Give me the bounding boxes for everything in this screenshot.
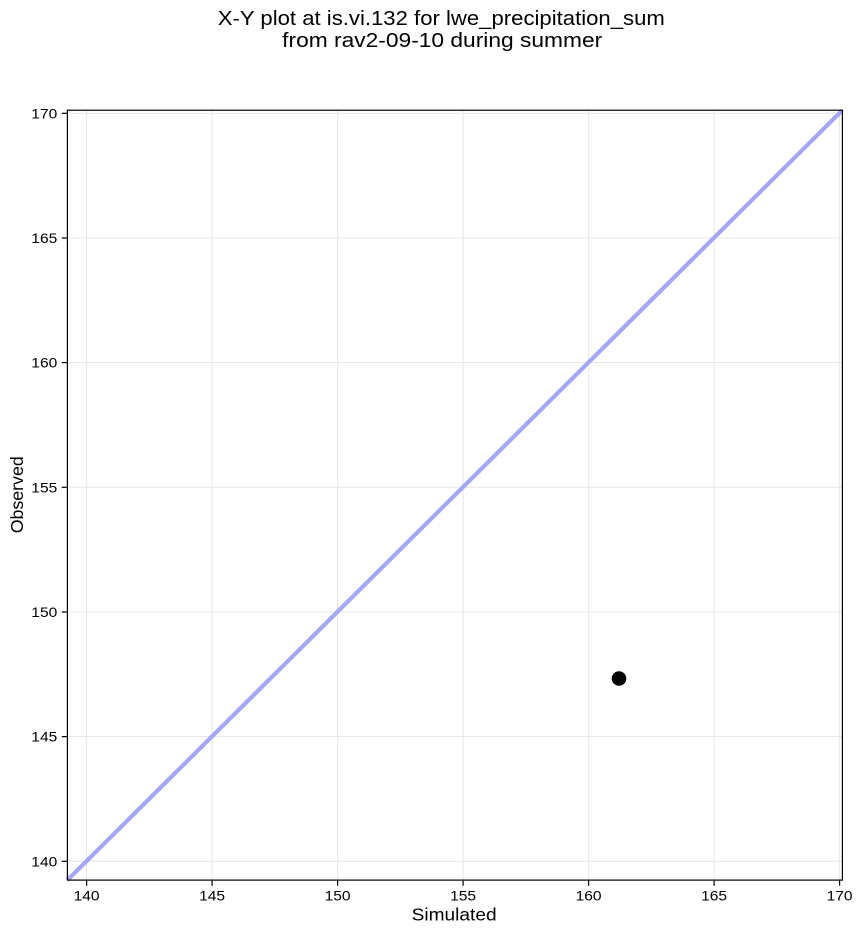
svg-text:165: 165 [31, 230, 57, 246]
svg-text:145: 145 [199, 888, 225, 904]
svg-text:140: 140 [74, 888, 100, 904]
svg-text:160: 160 [31, 355, 57, 371]
svg-text:from rav2-09-10 during summer: from rav2-09-10 during summer [282, 29, 602, 52]
svg-text:140: 140 [31, 853, 57, 869]
svg-text:X-Y plot at is.vi.132 for lwe_: X-Y plot at is.vi.132 for lwe_precipitat… [218, 7, 665, 30]
svg-text:160: 160 [576, 888, 602, 904]
svg-text:150: 150 [325, 888, 351, 904]
svg-text:155: 155 [450, 888, 476, 904]
svg-text:170: 170 [827, 888, 853, 904]
svg-text:165: 165 [701, 888, 727, 904]
svg-text:145: 145 [31, 729, 57, 745]
svg-text:Simulated: Simulated [412, 905, 497, 925]
svg-text:170: 170 [31, 105, 57, 121]
svg-text:150: 150 [31, 604, 57, 620]
svg-text:Observed: Observed [7, 456, 27, 533]
svg-text:155: 155 [31, 479, 57, 495]
